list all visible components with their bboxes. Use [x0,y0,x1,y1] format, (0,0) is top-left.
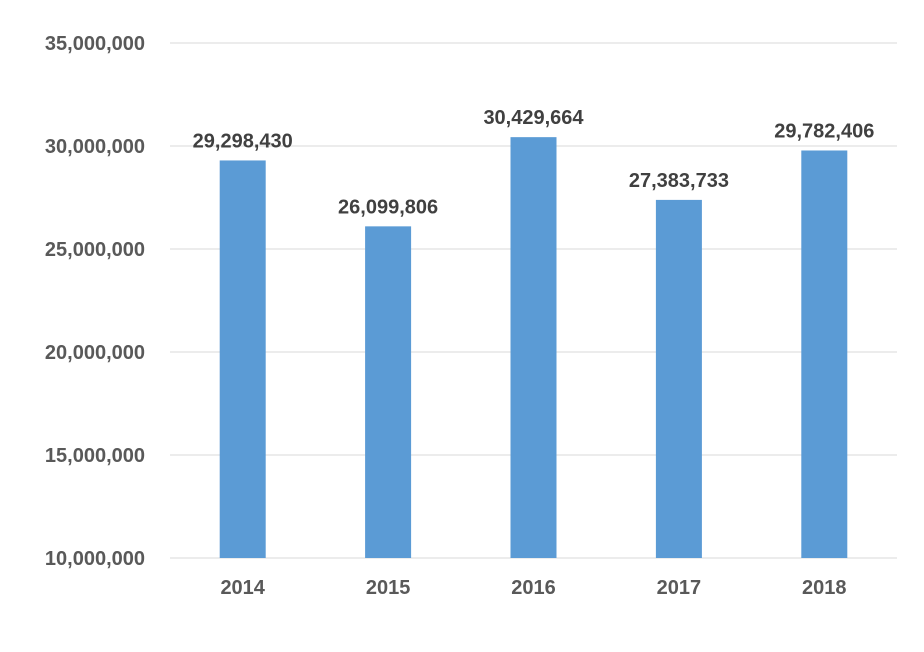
bar-2015 [365,226,412,558]
x-tick-label-2018: 2018 [802,577,847,599]
data-label-2017: 27,383,733 [629,170,729,192]
x-tick-label-2014: 2014 [220,577,265,599]
x-tick-label-2015: 2015 [366,577,411,599]
bar-2014 [219,160,266,559]
x-tick-label-2016: 2016 [511,577,556,599]
y-tick-label: 10,000,000 [45,548,145,570]
bar-2017 [655,199,702,559]
y-tick-label: 30,000,000 [45,136,145,158]
data-label-2015: 26,099,806 [338,196,438,218]
data-label-2016: 30,429,664 [483,107,584,129]
y-axis-ticks: 10,000,000 15,000,000 20,000,000 25,000,000… [45,33,145,570]
y-tick-label: 35,000,000 [45,33,145,55]
bars [219,137,848,559]
bar-2018 [801,150,848,559]
y-tick-label: 20,000,000 [45,342,145,364]
y-tick-label: 25,000,000 [45,239,145,261]
data-label-2018: 29,782,406 [774,120,874,142]
x-tick-label-2017: 2017 [657,577,702,599]
x-axis-ticks: 2014 2015 2016 2017 2018 [220,577,846,599]
data-labels: 29,298,430 26,099,806 30,429,664 27,383,733… [193,107,875,218]
data-label-2014: 29,298,430 [193,130,293,152]
bar-2016 [510,137,557,558]
y-tick-label: 15,000,000 [45,445,145,467]
